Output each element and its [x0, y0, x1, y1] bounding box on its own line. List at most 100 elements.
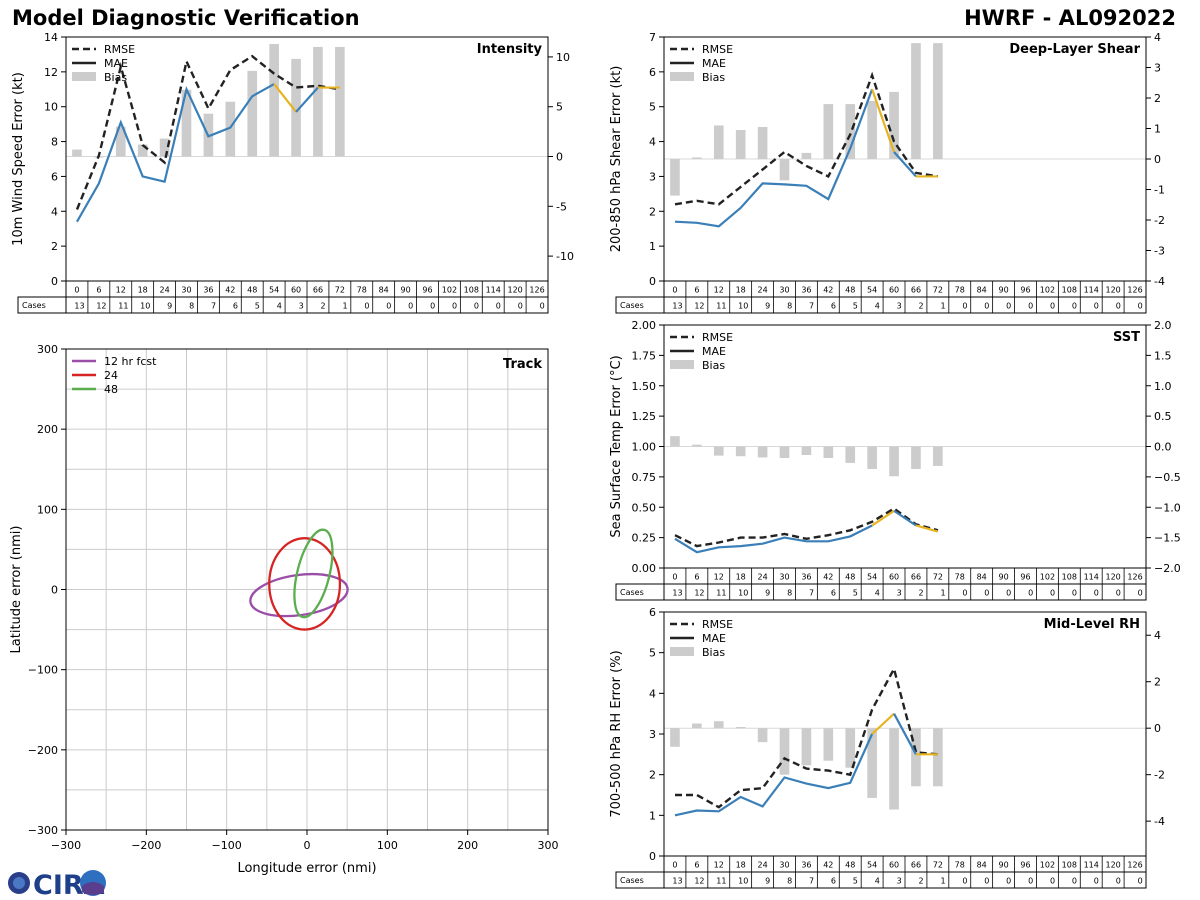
legend-mae-label: MAE — [702, 57, 726, 70]
hour-cell: 90 — [998, 861, 1008, 870]
y2-tick-label: 1.5 — [1154, 349, 1172, 362]
hour-cell: 24 — [757, 573, 767, 582]
case-cell: 11 — [118, 302, 128, 311]
hour-cell: 36 — [203, 286, 213, 295]
legend-rmse-label: RMSE — [702, 618, 733, 631]
y-axis-label: 200-850 hPa Shear Error (kt) — [609, 66, 624, 253]
hour-cell: 108 — [464, 286, 479, 295]
hour-cell: 120 — [507, 286, 522, 295]
hour-cell: 54 — [867, 861, 877, 870]
cases-row — [615, 296, 1147, 314]
case-cell: 13 — [74, 302, 84, 311]
case-cell: 3 — [897, 302, 902, 311]
y-tick-label: 1.50 — [632, 380, 657, 393]
hour-cell: 48 — [845, 286, 855, 295]
hour-cell: 126 — [1127, 573, 1142, 582]
case-cell: 8 — [787, 302, 792, 311]
hour-cell: 6 — [694, 573, 699, 582]
y-tick-label: 5 — [649, 647, 656, 660]
bias-bar — [313, 46, 323, 157]
bias-bar — [911, 446, 921, 469]
y-tick-label: −300 — [28, 824, 58, 837]
case-cell: 0 — [962, 302, 967, 311]
y-tick-label: 6 — [649, 66, 656, 79]
bias-bar — [757, 446, 768, 458]
bias-bar — [867, 446, 877, 469]
cases-label: Cases — [620, 301, 644, 310]
legend-rmse-label: RMSE — [702, 331, 733, 344]
bias-bar — [845, 728, 856, 768]
bias-bar — [867, 101, 877, 159]
case-cell: 0 — [1094, 302, 1099, 311]
y2-tick-label: -3 — [1154, 245, 1165, 258]
case-cell: 2 — [919, 589, 924, 598]
case-cell: 0 — [984, 302, 989, 311]
legend-bias-label: Bias — [702, 71, 725, 84]
case-cell: 2 — [919, 877, 924, 886]
bias-bar — [867, 728, 877, 798]
legend-label: 24 — [104, 369, 118, 382]
case-cell: 12 — [96, 302, 106, 311]
y-tick-label: 2.00 — [632, 319, 657, 332]
hour-cell: 36 — [801, 861, 811, 870]
y-tick-label: 14 — [44, 31, 58, 44]
bias-bar — [713, 125, 724, 159]
hour-cell: 96 — [422, 286, 432, 295]
hour-cell: 120 — [1105, 861, 1120, 870]
hour-cell: 24 — [757, 861, 767, 870]
y-tick-label: 1 — [649, 809, 656, 822]
hour-cell: 0 — [672, 861, 677, 870]
legend-bias-label: Bias — [702, 359, 725, 372]
hour-cell: 66 — [313, 286, 323, 295]
bias-bar — [911, 728, 921, 787]
x-axis-label: Longitude error (nmi) — [237, 861, 376, 876]
x-tick-label: 0 — [304, 839, 311, 852]
cases-row — [615, 871, 1147, 889]
bias-bar — [137, 144, 148, 157]
panel-title: Deep-Layer Shear — [1009, 42, 1140, 57]
y2-tick-label: −2.0 — [1154, 562, 1181, 575]
bias-bar — [670, 728, 680, 747]
y-axis-label: Sea Surface Temp Error (°C) — [609, 355, 624, 537]
y-tick-label: 4 — [51, 205, 58, 218]
case-cell: 4 — [875, 877, 880, 886]
legend-rmse-label: RMSE — [104, 43, 135, 56]
case-cell: 0 — [1028, 302, 1033, 311]
bias-bar — [735, 727, 746, 729]
hour-cell: 72 — [933, 573, 943, 582]
bias-bar — [713, 721, 724, 729]
case-cell: 10 — [738, 302, 748, 311]
legend-rmse-label: RMSE — [702, 43, 733, 56]
cases-label: Cases — [22, 301, 46, 310]
case-cell: 11 — [716, 877, 726, 886]
mae-partial-segment — [871, 712, 895, 735]
bias-bar — [845, 446, 856, 463]
y2-tick-label: 0 — [1154, 722, 1161, 735]
mae-line — [674, 524, 873, 554]
y-tick-label: 3 — [649, 728, 656, 741]
case-cell: 0 — [1116, 877, 1121, 886]
case-cell: 3 — [897, 589, 902, 598]
track-error-ellipse — [293, 528, 334, 619]
case-cell: 0 — [1028, 877, 1033, 886]
case-cell: 6 — [831, 589, 836, 598]
hour-cell: 66 — [911, 286, 921, 295]
hour-cell: 108 — [1062, 573, 1077, 582]
y-tick-label: 1.75 — [632, 349, 657, 362]
hour-cell: 30 — [181, 286, 191, 295]
y-tick-label: 3 — [649, 170, 656, 183]
y2-tick-label: 0.0 — [1154, 441, 1172, 454]
y2-tick-label: 1 — [1154, 123, 1161, 136]
hour-cell: 114 — [1084, 286, 1099, 295]
case-cell: 0 — [540, 302, 545, 311]
case-cell: 0 — [1138, 877, 1143, 886]
hour-cell: 126 — [1127, 286, 1142, 295]
y-tick-label: 2 — [649, 769, 656, 782]
y2-tick-label: -4 — [1154, 815, 1165, 828]
case-cell: 0 — [1138, 302, 1143, 311]
hour-cell: 126 — [529, 286, 544, 295]
hour-cell: 42 — [823, 861, 833, 870]
